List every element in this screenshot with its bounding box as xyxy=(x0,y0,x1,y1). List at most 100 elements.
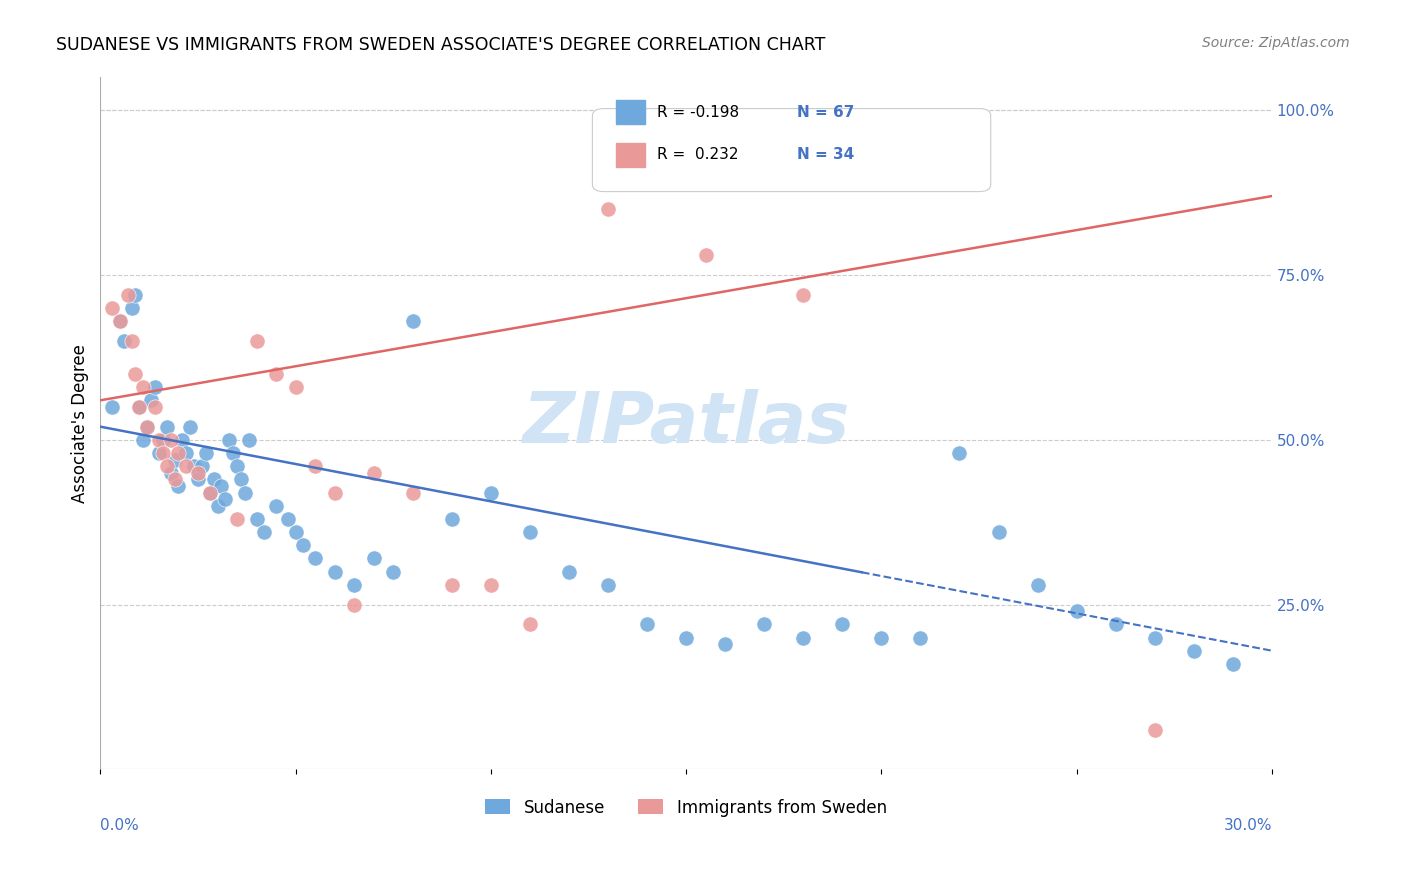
Point xyxy=(124,288,146,302)
Point xyxy=(209,479,232,493)
Point xyxy=(152,446,174,460)
Point xyxy=(226,512,249,526)
Point xyxy=(143,400,166,414)
Point xyxy=(284,380,307,394)
Point xyxy=(304,551,326,566)
Point xyxy=(233,485,256,500)
Point xyxy=(1066,604,1088,618)
Text: R = -0.198: R = -0.198 xyxy=(657,104,740,120)
Point xyxy=(363,551,385,566)
Legend: Sudanese, Immigrants from Sweden: Sudanese, Immigrants from Sweden xyxy=(478,792,894,823)
Point xyxy=(148,433,170,447)
Point xyxy=(245,334,267,348)
Point xyxy=(253,525,276,540)
Point xyxy=(136,419,159,434)
Point xyxy=(156,459,179,474)
Point xyxy=(183,459,205,474)
Text: 30.0%: 30.0% xyxy=(1223,818,1272,833)
Point xyxy=(112,334,135,348)
Point xyxy=(187,466,209,480)
Point xyxy=(101,301,124,315)
Point xyxy=(292,538,315,552)
Point xyxy=(167,479,190,493)
Point xyxy=(440,512,463,526)
Point xyxy=(156,419,179,434)
Point xyxy=(198,485,221,500)
Text: ZIPatlas: ZIPatlas xyxy=(523,389,849,458)
Text: R =  0.232: R = 0.232 xyxy=(657,147,738,162)
Point xyxy=(121,301,143,315)
Point xyxy=(1143,723,1166,737)
Point xyxy=(754,617,776,632)
Point xyxy=(152,433,174,447)
Point xyxy=(214,492,236,507)
Point xyxy=(948,446,970,460)
Point xyxy=(159,433,181,447)
Point xyxy=(101,400,124,414)
Point xyxy=(198,485,221,500)
Point xyxy=(136,419,159,434)
Point xyxy=(382,565,405,579)
Point xyxy=(226,459,249,474)
Point xyxy=(831,617,853,632)
Point xyxy=(695,248,717,262)
Point xyxy=(323,485,346,500)
Point xyxy=(163,472,186,486)
Point xyxy=(117,288,139,302)
Point xyxy=(987,525,1010,540)
Point xyxy=(714,637,737,651)
Point xyxy=(128,400,150,414)
Point xyxy=(343,578,366,592)
Point xyxy=(1105,617,1128,632)
Point xyxy=(191,459,214,474)
Point xyxy=(167,446,190,460)
Point xyxy=(284,525,307,540)
Point xyxy=(207,499,229,513)
Point xyxy=(277,512,299,526)
Point xyxy=(402,314,425,328)
Point xyxy=(910,631,932,645)
Point xyxy=(519,617,541,632)
Point xyxy=(139,393,162,408)
Point xyxy=(163,452,186,467)
Point xyxy=(792,631,814,645)
Point xyxy=(479,578,502,592)
Point xyxy=(174,446,197,460)
Bar xyxy=(616,100,645,125)
Text: SUDANESE VS IMMIGRANTS FROM SWEDEN ASSOCIATE'S DEGREE CORRELATION CHART: SUDANESE VS IMMIGRANTS FROM SWEDEN ASSOC… xyxy=(56,36,825,54)
Point xyxy=(304,459,326,474)
Point xyxy=(222,446,245,460)
Point xyxy=(363,466,385,480)
Point xyxy=(128,400,150,414)
Point xyxy=(238,433,260,447)
Text: N = 67: N = 67 xyxy=(797,104,855,120)
Point xyxy=(108,314,131,328)
Point xyxy=(202,472,225,486)
Point xyxy=(792,288,814,302)
Point xyxy=(132,380,155,394)
Point xyxy=(402,485,425,500)
Point xyxy=(343,598,366,612)
Y-axis label: Associate's Degree: Associate's Degree xyxy=(72,344,89,503)
Point xyxy=(108,314,131,328)
Bar xyxy=(616,144,645,168)
Point xyxy=(596,202,619,217)
Point xyxy=(264,499,287,513)
Point xyxy=(179,419,201,434)
Point xyxy=(596,578,619,592)
Point xyxy=(187,472,209,486)
Point xyxy=(870,631,893,645)
Point xyxy=(1182,643,1205,657)
Point xyxy=(172,433,194,447)
Text: Source: ZipAtlas.com: Source: ZipAtlas.com xyxy=(1202,36,1350,50)
Point xyxy=(1026,578,1049,592)
Point xyxy=(245,512,267,526)
Point xyxy=(218,433,240,447)
Point xyxy=(159,466,181,480)
Point xyxy=(264,367,287,381)
FancyBboxPatch shape xyxy=(592,109,991,192)
Point xyxy=(1222,657,1244,671)
Point xyxy=(229,472,252,486)
Point xyxy=(323,565,346,579)
Point xyxy=(479,485,502,500)
